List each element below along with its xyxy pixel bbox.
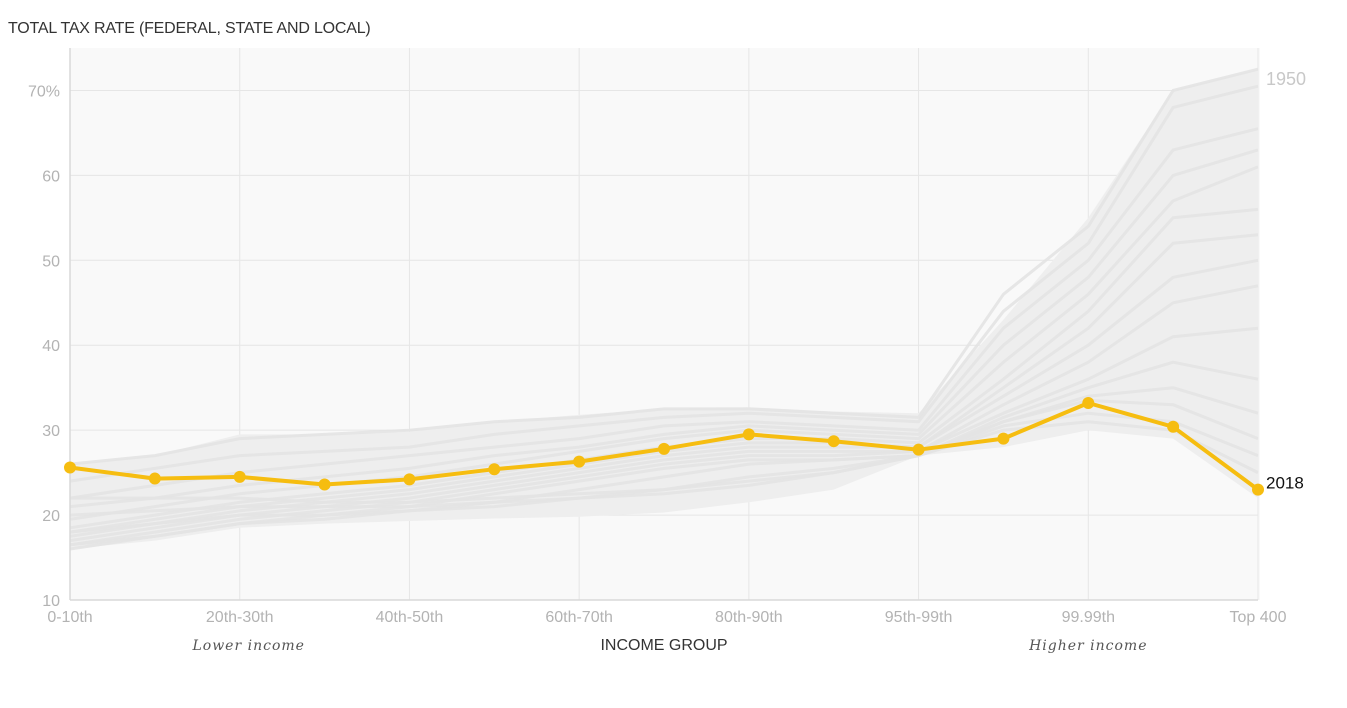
axes	[69, 48, 1258, 601]
data-point[interactable]	[488, 463, 501, 476]
history-line	[69, 84, 1259, 483]
x-tick-label: 80th-90th	[715, 609, 783, 626]
data-point[interactable]	[64, 461, 76, 474]
y-tick-label: 60	[42, 168, 60, 185]
chart-title: TOTAL TAX RATE (FEDERAL, STATE AND LOCAL…	[8, 20, 371, 37]
highlight-series	[64, 396, 1264, 496]
x-tick-label: 0-10th	[47, 609, 92, 626]
data-point[interactable]	[827, 435, 840, 448]
history-line	[69, 165, 1259, 521]
history-line	[69, 386, 1259, 547]
x-tick-label: 99.99th	[1062, 609, 1115, 626]
data-point[interactable]	[148, 472, 161, 485]
x-tick-label: 20th-30th	[206, 609, 274, 626]
history-line	[70, 420, 1259, 504]
y-tick-label: 40	[42, 338, 60, 355]
x-tick-label: 40th-50th	[376, 609, 444, 626]
y-tick-label: 70%	[28, 83, 60, 100]
data-point[interactable]	[742, 428, 755, 441]
x-axis-title: INCOME GROUP	[600, 637, 727, 654]
data-point[interactable]	[1082, 396, 1095, 409]
history-line	[69, 148, 1259, 509]
history-line	[69, 127, 1259, 500]
x-tick-label: Top 400	[1230, 609, 1287, 626]
label-2018: 2018	[1266, 474, 1304, 493]
data-point[interactable]	[318, 478, 331, 491]
labels: 10 20 30 40 50 60 70% 0-10th 20th-30th 40th-50th 6…	[28, 69, 1306, 654]
y-tick-label: 20	[42, 508, 60, 525]
data-point[interactable]	[658, 442, 670, 455]
data-point[interactable]	[1252, 483, 1264, 496]
data-point[interactable]	[233, 470, 246, 483]
x-tick-label: 60th-70th	[545, 609, 613, 626]
y-tick-label: 10	[42, 593, 60, 610]
history-line	[69, 67, 1259, 466]
data-point[interactable]	[1167, 420, 1180, 433]
lower-income-note: Lower income	[191, 638, 304, 654]
y-tick-label: 30	[42, 423, 60, 440]
data-point[interactable]	[573, 455, 586, 468]
data-point[interactable]	[403, 473, 416, 486]
y-tick-label: 50	[42, 253, 60, 270]
history-line	[69, 284, 1259, 543]
data-point[interactable]	[912, 443, 925, 456]
x-tick-label: 95th-99th	[885, 609, 953, 626]
history-line	[69, 411, 1259, 517]
higher-income-note: Higher income	[1028, 638, 1147, 654]
data-point[interactable]	[997, 432, 1010, 445]
label-1950: 1950	[1266, 69, 1306, 89]
